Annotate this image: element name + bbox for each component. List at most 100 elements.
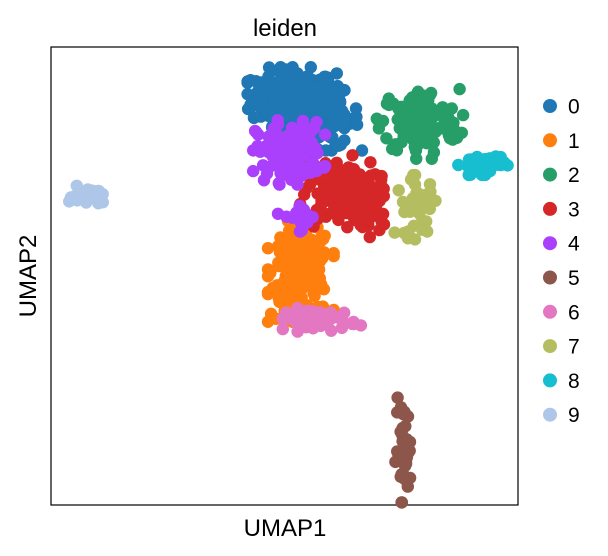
point-cluster-1 [327, 247, 340, 260]
point-cluster-4 [251, 140, 264, 153]
point-cluster-0 [326, 112, 340, 126]
point-cluster-1 [307, 275, 320, 289]
point-cluster-9 [92, 197, 105, 210]
point-cluster-4 [272, 177, 285, 190]
point-cluster-3 [348, 212, 361, 225]
point-cluster-3 [375, 169, 388, 183]
point-cluster-0 [272, 75, 285, 88]
point-cluster-6 [317, 312, 330, 325]
point-cluster-7 [402, 225, 415, 238]
point-cluster-4 [271, 114, 284, 127]
series-4-points [247, 114, 332, 238]
point-cluster-0 [330, 67, 343, 80]
legend-marker-5 [543, 270, 557, 285]
point-cluster-4 [288, 209, 302, 222]
point-cluster-4 [286, 156, 299, 170]
legend-marker-7 [543, 339, 557, 354]
point-cluster-3 [368, 194, 382, 207]
point-cluster-1 [285, 261, 298, 275]
point-cluster-8 [452, 158, 465, 172]
point-cluster-2 [411, 85, 425, 98]
point-cluster-4 [252, 128, 265, 141]
point-cluster-2 [414, 110, 428, 123]
point-cluster-3 [350, 183, 363, 196]
point-cluster-9 [67, 190, 80, 203]
point-cluster-7 [411, 193, 425, 206]
point-cluster-2 [390, 143, 403, 156]
point-cluster-3 [330, 156, 343, 169]
point-cluster-1 [261, 242, 275, 255]
point-cluster-2 [410, 152, 423, 165]
point-cluster-4 [298, 133, 311, 146]
point-cluster-4 [306, 156, 320, 169]
series-5-points [389, 391, 417, 509]
point-cluster-0 [338, 121, 351, 135]
point-cluster-2 [380, 132, 393, 145]
point-cluster-4 [269, 158, 282, 171]
point-cluster-1 [296, 257, 309, 270]
point-cluster-9 [78, 186, 91, 200]
point-cluster-6 [276, 322, 289, 336]
point-cluster-2 [424, 86, 438, 100]
point-cluster-3 [363, 208, 377, 222]
legend-label-2: 2 [568, 164, 580, 187]
point-cluster-6 [347, 315, 360, 329]
point-cluster-3 [341, 221, 354, 234]
point-cluster-0 [328, 97, 341, 110]
series-7-points [388, 168, 442, 246]
point-cluster-6 [284, 307, 297, 321]
point-cluster-8 [462, 160, 475, 173]
point-cluster-5 [391, 391, 404, 404]
point-cluster-6 [338, 306, 351, 319]
chart-title: leiden [253, 15, 317, 42]
point-cluster-1 [293, 289, 306, 302]
point-cluster-4 [308, 122, 321, 135]
plot-frame [50, 46, 519, 506]
point-cluster-4 [309, 141, 322, 155]
series-9-points [62, 179, 110, 210]
legend-marker-2 [543, 167, 557, 182]
point-cluster-3 [377, 182, 390, 195]
series-1-points [261, 214, 340, 328]
point-cluster-2 [395, 104, 408, 117]
point-cluster-4 [295, 224, 308, 237]
point-cluster-2 [453, 82, 466, 96]
legend-marker-9 [543, 407, 557, 422]
series-3-points [293, 149, 391, 244]
legend-marker-0 [543, 99, 557, 113]
point-cluster-7 [408, 178, 422, 191]
point-cluster-2 [419, 126, 432, 139]
series-6-points [276, 301, 368, 338]
legend: 0 1 2 3 4 5 6 7 8 9 [543, 96, 580, 427]
point-cluster-3 [347, 163, 361, 176]
point-cluster-2 [430, 108, 444, 121]
x-axis-label: UMAP1 [244, 515, 327, 542]
point-cluster-0 [304, 60, 317, 74]
legend-label-1: 1 [568, 130, 580, 153]
point-cluster-7 [392, 184, 405, 197]
point-cluster-3 [346, 149, 359, 162]
point-cluster-3 [304, 177, 317, 191]
point-cluster-4 [318, 161, 331, 174]
point-cluster-1 [282, 291, 295, 304]
point-cluster-0 [269, 104, 282, 117]
legend-marker-8 [543, 373, 557, 388]
point-cluster-2 [403, 129, 416, 143]
point-cluster-0 [316, 87, 329, 101]
point-cluster-1 [312, 256, 325, 269]
point-cluster-7 [388, 226, 401, 239]
point-cluster-7 [423, 178, 437, 191]
legend-marker-3 [543, 201, 557, 216]
point-cluster-1 [285, 273, 298, 287]
legend-marker-1 [543, 133, 557, 148]
point-cluster-5 [396, 435, 409, 448]
point-cluster-6 [325, 324, 338, 337]
series-8-points [452, 150, 514, 182]
y-axis-label: UMAP2 [15, 235, 42, 318]
point-cluster-0 [283, 88, 296, 101]
point-cluster-4 [247, 164, 260, 178]
point-cluster-0 [355, 144, 369, 157]
point-cluster-5 [389, 455, 402, 469]
point-cluster-5 [397, 408, 410, 421]
